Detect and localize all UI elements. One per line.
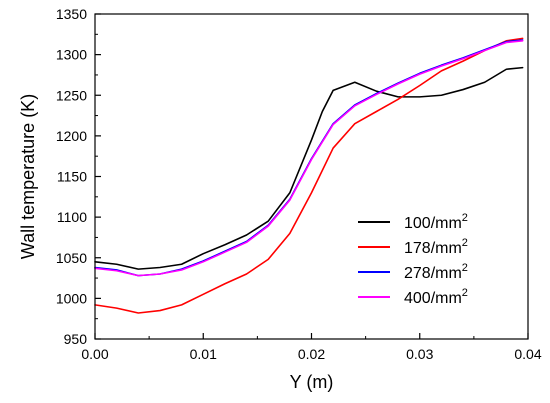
- legend-label-3: 278/mm2: [404, 262, 468, 282]
- y-tick-label: 1250: [56, 87, 87, 103]
- y-tick-label: 1350: [56, 6, 87, 22]
- x-axis-title: Y (m): [290, 372, 334, 392]
- series-line-2: [94, 37, 524, 314]
- x-tick-label: 0.00: [81, 346, 108, 362]
- x-tick-label: 0.03: [406, 346, 433, 362]
- legend: 100/mm2 178/mm2 278/mm2 400/mm2: [358, 212, 468, 307]
- x-tick-label: 0.01: [190, 346, 217, 362]
- y-tick-label: 1200: [56, 128, 87, 144]
- series-lines: [94, 37, 524, 314]
- x-tick-label: 0.02: [298, 346, 325, 362]
- legend-label-2: 178/mm2: [404, 237, 468, 257]
- y-tick-label: 950: [64, 331, 88, 347]
- series-line-4: [94, 40, 524, 277]
- y-tick-label: 1300: [56, 47, 87, 63]
- y-tick-label: 1150: [57, 169, 87, 185]
- y-tick-label: 1050: [56, 250, 87, 266]
- series-line-1: [94, 66, 524, 270]
- legend-label-1: 100/mm2: [404, 212, 468, 232]
- y-tick-label: 1100: [57, 209, 87, 225]
- x-tick-label: 0.04: [514, 346, 541, 362]
- legend-label-4: 400/mm2: [404, 287, 468, 307]
- y-tick-label: 1000: [56, 290, 87, 306]
- y-axis-title: Wall temperature (K): [18, 94, 38, 259]
